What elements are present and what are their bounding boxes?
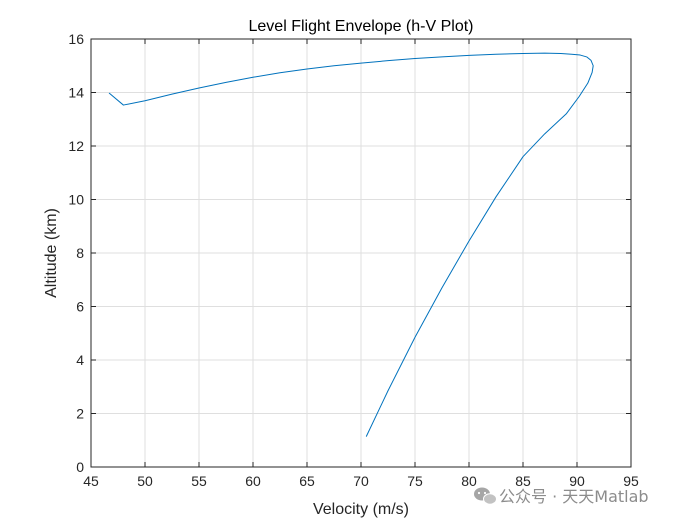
watermark-text: 公众号 · 天天Matlab — [499, 487, 649, 506]
y-tick-label: 0 — [76, 459, 84, 475]
tick-labels: 45 50 55 60 65 70 75 80 85 90 95 0 2 4 6 8 10 12 14 16 — [68, 31, 639, 489]
x-tick-label: 65 — [299, 473, 315, 489]
x-tick-label: 60 — [245, 473, 261, 489]
y-tick-label: 16 — [68, 31, 84, 47]
x-tick-label: 75 — [407, 473, 423, 489]
x-tick-label: 80 — [461, 473, 477, 489]
y-tick-label: 2 — [76, 406, 84, 422]
x-tick-label: 70 — [353, 473, 369, 489]
data-series — [108, 52, 594, 437]
envelope-line — [108, 52, 594, 437]
y-tick-label: 8 — [76, 245, 84, 261]
x-tick-label: 55 — [191, 473, 207, 489]
chart-title: Level Flight Envelope (h-V Plot) — [249, 18, 474, 35]
y-tick-label: 4 — [76, 352, 84, 368]
grid-lines — [91, 39, 631, 467]
y-tick-label: 6 — [76, 299, 84, 315]
wechat-icon — [474, 487, 497, 505]
x-axis-label: Velocity (m/s) — [313, 501, 409, 518]
x-tick-label: 90 — [569, 473, 585, 489]
y-tick-label: 10 — [68, 192, 84, 208]
x-tick-label: 85 — [515, 473, 531, 489]
y-tick-label: 12 — [68, 138, 84, 154]
x-tick-label: 95 — [623, 473, 639, 489]
y-tick-label: 14 — [68, 85, 84, 101]
watermark: 公众号 · 天天Matlab — [474, 487, 649, 506]
y-axis-label: Altitude (km) — [43, 208, 60, 298]
tick-marks — [90, 38, 632, 468]
x-tick-label: 50 — [137, 473, 153, 489]
x-tick-label: 45 — [83, 473, 99, 489]
